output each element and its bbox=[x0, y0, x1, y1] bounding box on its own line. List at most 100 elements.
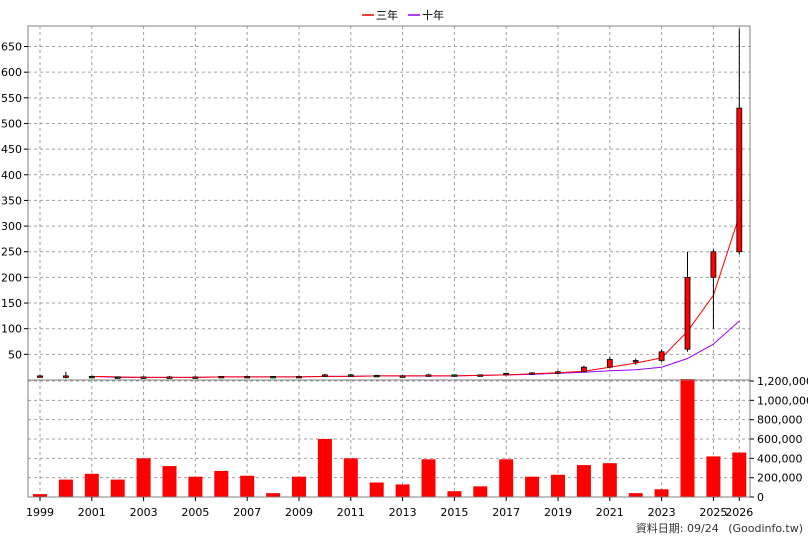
candle-body bbox=[658, 351, 665, 361]
axes: 5010015020025030035040045050055060065002… bbox=[1, 25, 808, 519]
volume-bar bbox=[473, 486, 488, 497]
volume-tick-label: 600,000 bbox=[757, 433, 803, 446]
volume-bar bbox=[317, 439, 332, 497]
candle-body bbox=[555, 371, 561, 374]
footer-date: 資料日期: 09/24 bbox=[636, 521, 719, 535]
price-tick-label: 600 bbox=[1, 66, 22, 79]
year-tick-label: 2025 bbox=[699, 506, 727, 519]
year-tick-label: 1999 bbox=[26, 506, 54, 519]
candle-body bbox=[140, 376, 147, 379]
volume-bar bbox=[369, 482, 384, 497]
volume-bar bbox=[395, 484, 410, 497]
legend-label: 三年 bbox=[376, 8, 398, 22]
volume-bar bbox=[58, 479, 73, 497]
candle-body bbox=[347, 374, 354, 377]
volume-bar bbox=[33, 494, 47, 497]
price-tick-label: 400 bbox=[1, 169, 22, 182]
volume-bar bbox=[84, 473, 99, 497]
candle-body bbox=[192, 376, 199, 379]
ma-three-year-line bbox=[91, 215, 740, 378]
candle-body bbox=[581, 366, 587, 373]
candle-body bbox=[632, 360, 639, 363]
year-tick-label: 2023 bbox=[648, 506, 676, 519]
candle-body bbox=[244, 376, 251, 379]
volume-bar bbox=[680, 379, 695, 497]
volume-bar bbox=[654, 489, 669, 497]
volume-bar bbox=[732, 452, 747, 497]
candle-body bbox=[399, 375, 406, 378]
candle-body bbox=[606, 359, 613, 368]
price-tick-label: 500 bbox=[1, 117, 22, 130]
price-tick-label: 300 bbox=[1, 220, 22, 233]
volume-bar bbox=[110, 479, 125, 497]
candle-body bbox=[296, 376, 302, 379]
year-tick-label: 2003 bbox=[130, 506, 158, 519]
year-tick-label: 2021 bbox=[596, 506, 624, 519]
candle-body bbox=[270, 376, 277, 379]
year-tick-label: 2007 bbox=[233, 506, 261, 519]
volume-tick-label: 200,000 bbox=[757, 472, 803, 485]
volume-tick-label: 1,000,000 bbox=[757, 394, 808, 407]
year-tick-label: 2015 bbox=[440, 506, 468, 519]
volume-bar bbox=[551, 474, 565, 497]
volume-bar bbox=[188, 476, 203, 497]
volume-bar bbox=[602, 463, 617, 497]
candle-body bbox=[736, 107, 743, 253]
price-tick-label: 350 bbox=[1, 194, 22, 207]
grid bbox=[28, 26, 750, 497]
volume-bar bbox=[447, 491, 462, 497]
year-tick-label: 2009 bbox=[285, 506, 313, 519]
volume-bar bbox=[628, 493, 643, 497]
volume-bar bbox=[240, 475, 255, 497]
candle-body bbox=[321, 374, 328, 377]
volume-bars bbox=[33, 379, 747, 497]
legend: 三年 十年 bbox=[362, 8, 444, 22]
candle-body bbox=[477, 374, 484, 377]
footer-text: 資料日期: 09/24 (Goodinfo.tw) bbox=[636, 521, 803, 535]
candle-body bbox=[37, 375, 43, 378]
candle-body bbox=[710, 251, 717, 278]
candle-body bbox=[503, 372, 510, 376]
price-tick-label: 650 bbox=[1, 41, 22, 54]
volume-bar bbox=[136, 458, 151, 497]
year-tick-label: 2001 bbox=[78, 506, 106, 519]
year-tick-label: 2019 bbox=[544, 506, 572, 519]
price-tick-label: 550 bbox=[1, 92, 22, 105]
candle-body bbox=[529, 372, 535, 375]
year-tick-label: 2005 bbox=[181, 506, 209, 519]
legend-label: 十年 bbox=[422, 8, 444, 22]
candle-body bbox=[88, 376, 95, 379]
volume-tick-label: 0 bbox=[757, 491, 764, 504]
price-tick-label: 200 bbox=[1, 271, 22, 284]
candle-body bbox=[166, 376, 173, 379]
volume-bar bbox=[421, 459, 436, 497]
year-tick-label: 2011 bbox=[337, 506, 365, 519]
volume-bar bbox=[292, 476, 306, 497]
footer-source: (Goodinfo.tw) bbox=[728, 522, 803, 535]
candle-body bbox=[114, 376, 121, 379]
volume-bar bbox=[706, 456, 721, 497]
volume-tick-label: 400,000 bbox=[757, 452, 803, 465]
candlesticks bbox=[37, 28, 743, 379]
moving-average-lines bbox=[91, 215, 740, 378]
volume-bar bbox=[162, 466, 177, 497]
price-panel-frame bbox=[27, 25, 751, 381]
volume-bar bbox=[499, 459, 514, 497]
candle-body bbox=[451, 374, 458, 377]
candle-body bbox=[63, 375, 69, 378]
candle-body bbox=[218, 376, 225, 379]
ma-ten-year-line bbox=[91, 320, 740, 378]
price-tick-label: 150 bbox=[1, 297, 22, 310]
volume-tick-label: 1,200,000 bbox=[757, 375, 808, 388]
price-tick-label: 100 bbox=[1, 323, 22, 336]
volume-bar bbox=[525, 476, 540, 497]
year-tick-label: 2017 bbox=[492, 506, 520, 519]
volume-tick-label: 800,000 bbox=[757, 414, 803, 427]
year-tick-label: 2026 bbox=[725, 506, 753, 519]
candle-body bbox=[425, 374, 432, 377]
candle-body bbox=[684, 276, 691, 350]
volume-bar bbox=[266, 493, 281, 497]
price-tick-label: 50 bbox=[8, 348, 22, 361]
